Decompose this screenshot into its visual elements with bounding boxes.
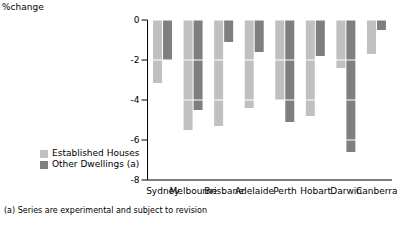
- html-text:%change: %change: [2, 2, 44, 12]
- svg-text:-8: -8: [131, 175, 140, 185]
- html-text:Other Dwellings (a): Other Dwellings (a): [52, 159, 140, 169]
- svg-text:-2: -2: [131, 55, 140, 65]
- svg-text:Perth: Perth: [273, 186, 297, 196]
- svg-text:Adelaide: Adelaide: [235, 186, 274, 196]
- svg-text:0: 0: [134, 15, 140, 25]
- html-text:Established Houses: Established Houses: [52, 148, 140, 158]
- html-text:(a) Series are experimental an: (a) Series are experimental and subject …: [4, 206, 207, 215]
- svg-text:Melbourne: Melbourne: [169, 186, 218, 197]
- svg-text:-4: -4: [131, 95, 140, 105]
- svg-text:Sydney: Sydney: [146, 186, 180, 197]
- svg-text:Canberra: Canberra: [356, 186, 389, 196]
- svg-text:Hobart: Hobart: [300, 186, 331, 196]
- svg-text:Brisbane: Brisbane: [204, 186, 244, 197]
- svg-text:-6: -6: [131, 135, 140, 145]
- svg-text:Darwin: Darwin: [330, 186, 362, 197]
